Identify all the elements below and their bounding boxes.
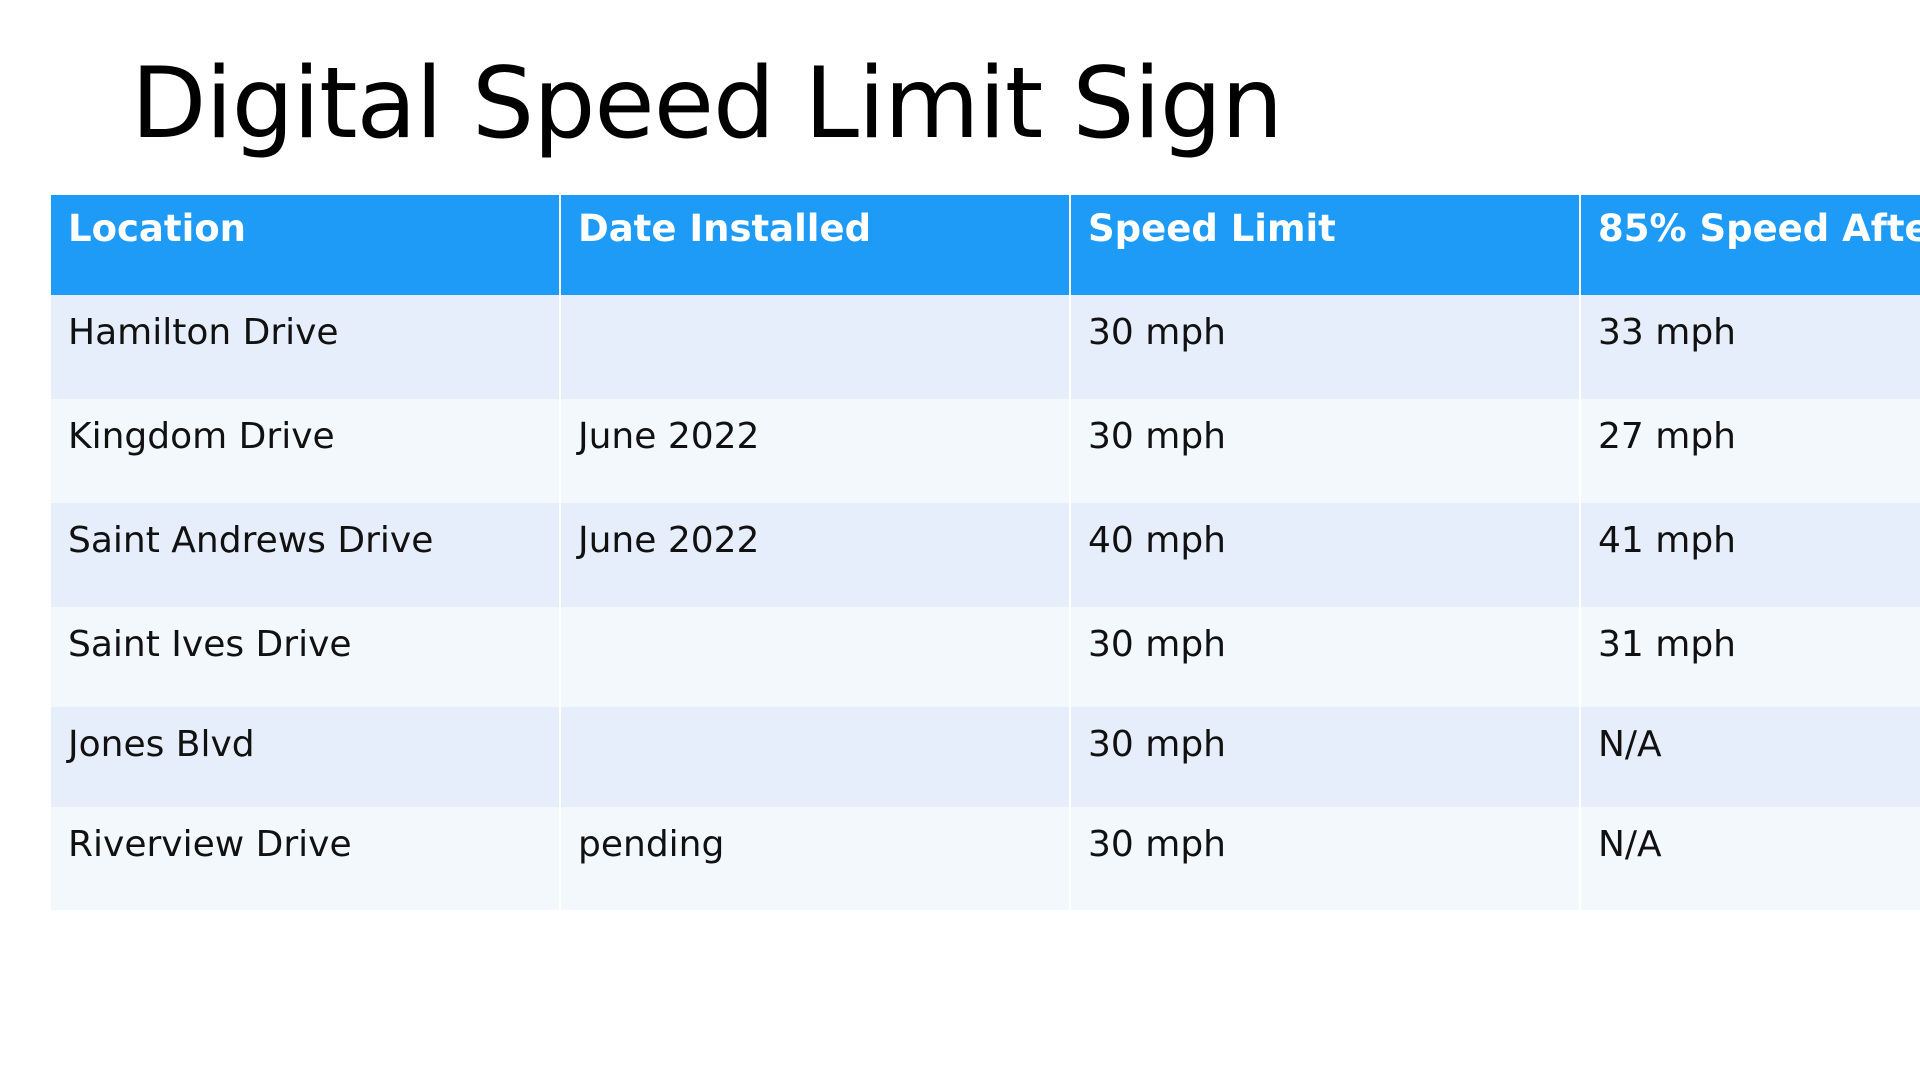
header-85-speed-after: 85% Speed After (1581, 195, 1920, 295)
cell-speed-limit: 30 mph (1071, 295, 1581, 399)
cell-speed-limit: 30 mph (1071, 807, 1581, 910)
cell-85-speed-after: 27 mph (1581, 399, 1920, 503)
table-row: Saint Andrews Drive June 2022 40 mph 41 … (51, 503, 1920, 607)
cell-85-speed-after: N/A (1581, 807, 1920, 910)
cell-speed-limit: 30 mph (1071, 707, 1581, 807)
cell-speed-limit: 30 mph (1071, 607, 1581, 707)
cell-location: Riverview Drive (51, 807, 561, 910)
table-row: Riverview Drive pending 30 mph N/A (51, 807, 1920, 910)
cell-date-installed (561, 295, 1071, 399)
cell-date-installed: June 2022 (561, 503, 1071, 607)
cell-location: Saint Andrews Drive (51, 503, 561, 607)
table-row: Saint Ives Drive 30 mph 31 mph (51, 607, 1920, 707)
cell-85-speed-after: 31 mph (1581, 607, 1920, 707)
header-speed-limit: Speed Limit (1071, 195, 1581, 295)
cell-location: Hamilton Drive (51, 295, 561, 399)
cell-85-speed-after: 33 mph (1581, 295, 1920, 399)
header-date-installed: Date Installed (561, 195, 1071, 295)
cell-speed-limit: 30 mph (1071, 399, 1581, 503)
cell-location: Jones Blvd (51, 707, 561, 807)
cell-85-speed-after: N/A (1581, 707, 1920, 807)
header-location: Location (51, 195, 561, 295)
cell-date-installed: June 2022 (561, 399, 1071, 503)
slide-title: Digital Speed Limit Sign (131, 47, 1283, 161)
cell-date-installed: pending (561, 807, 1071, 910)
table-row: Jones Blvd 30 mph N/A (51, 707, 1920, 807)
table-row: Hamilton Drive 30 mph 33 mph (51, 295, 1920, 399)
speed-data-table-container: Location Date Installed Speed Limit 85% … (51, 195, 1920, 910)
table-header-row: Location Date Installed Speed Limit 85% … (51, 195, 1920, 295)
speed-data-table: Location Date Installed Speed Limit 85% … (51, 195, 1920, 910)
cell-location: Kingdom Drive (51, 399, 561, 503)
cell-speed-limit: 40 mph (1071, 503, 1581, 607)
cell-85-speed-after: 41 mph (1581, 503, 1920, 607)
cell-location: Saint Ives Drive (51, 607, 561, 707)
cell-date-installed (561, 707, 1071, 807)
table-row: Kingdom Drive June 2022 30 mph 27 mph (51, 399, 1920, 503)
cell-date-installed (561, 607, 1071, 707)
